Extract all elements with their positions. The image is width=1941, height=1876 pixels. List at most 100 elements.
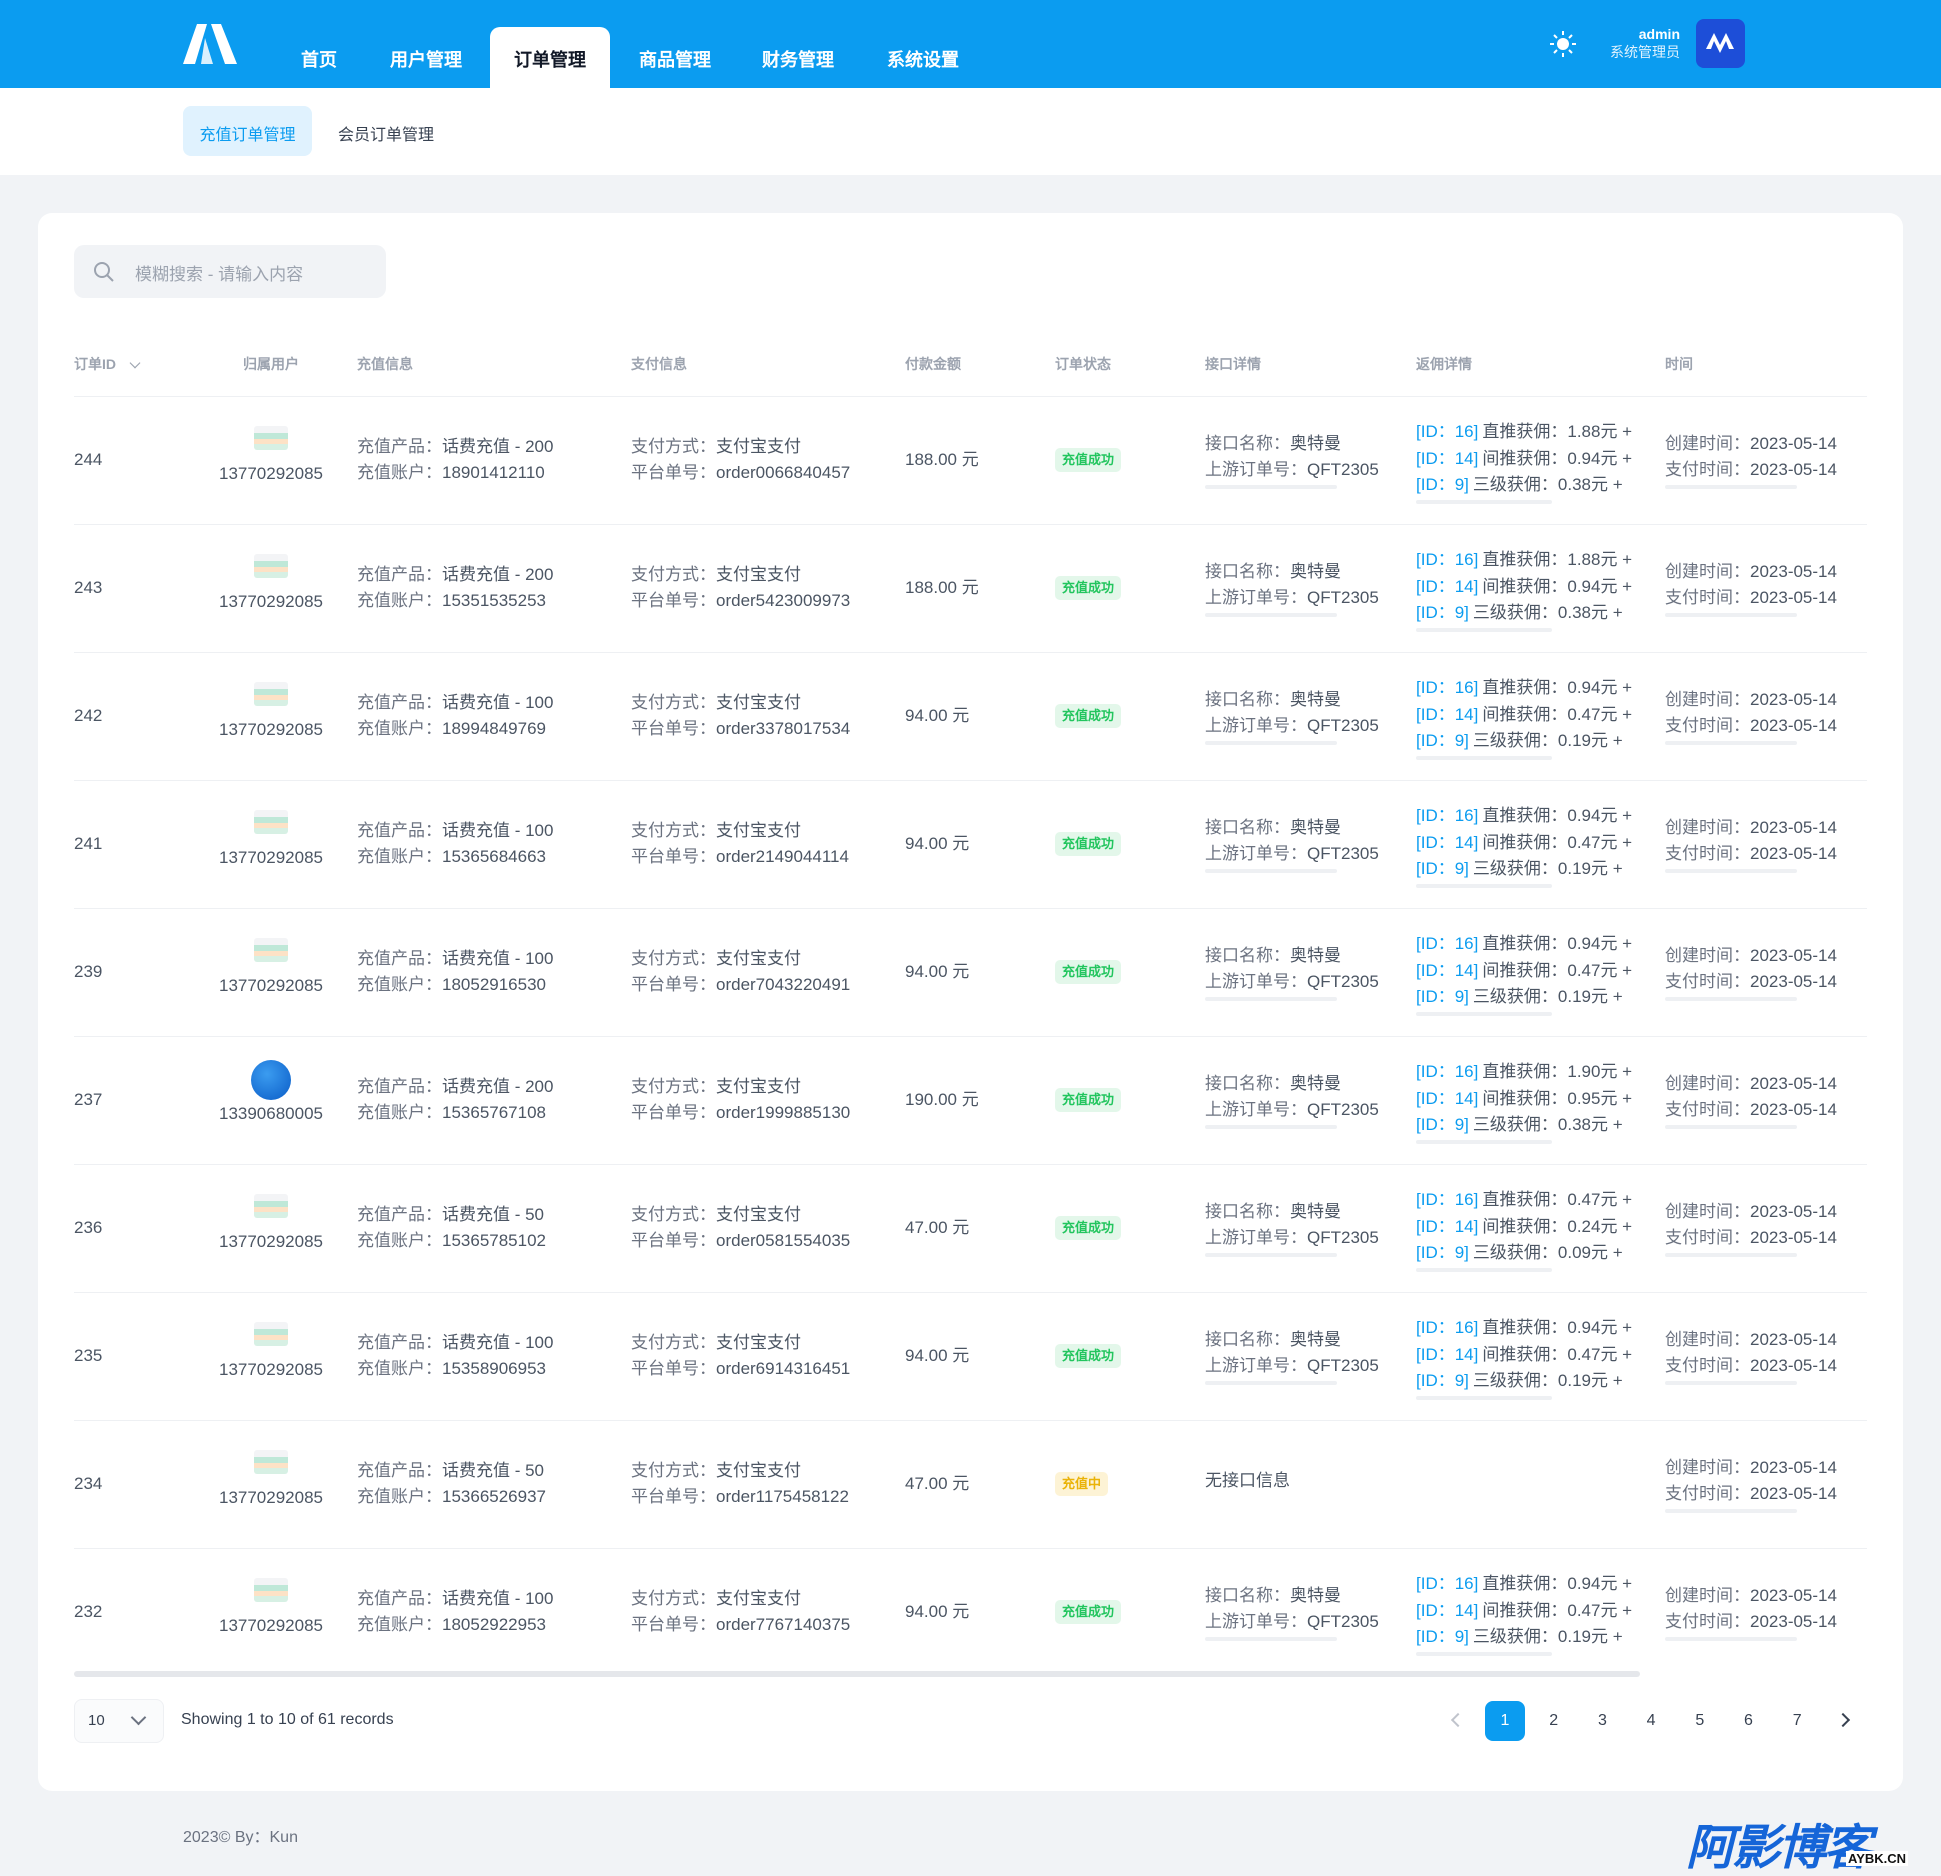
rebate-scroll (1416, 1396, 1552, 1400)
rebate-id: [ID：16] (1416, 550, 1479, 569)
status-badge: 充值成功 (1055, 1088, 1122, 1112)
user-phone: 13770292085 (218, 1616, 323, 1635)
page-button[interactable]: 5 (1695, 1712, 1705, 1729)
field-label: 接口名称： (1205, 434, 1290, 453)
user-icon (254, 1322, 288, 1346)
rebate-line: [ID：16] 直推获佣：0.94元 + (1416, 677, 1642, 699)
nav-item[interactable]: 首页 (301, 50, 337, 70)
field-value: order0066840457 (716, 463, 851, 482)
field-value: 2023-05-14 (1750, 434, 1837, 453)
field-label: 充值产品： (357, 1333, 442, 1352)
field-value: QFT2305 (1307, 1612, 1379, 1631)
page-button[interactable]: 7 (1792, 1712, 1802, 1729)
row-divider (74, 1292, 1867, 1293)
field-label: 上游订单号： (1205, 460, 1307, 479)
rebate-id: [ID：14] (1416, 960, 1479, 980)
field-label: 支付方式： (631, 693, 716, 712)
theme-toggle[interactable] (1550, 31, 1576, 57)
field-label: 接口名称： (1205, 1330, 1290, 1349)
page-button[interactable]: 3 (1597, 1712, 1607, 1729)
field-label: 支付方式： (631, 1205, 716, 1224)
field-label: 接口名称： (1205, 562, 1290, 581)
field-value: 支付宝支付 (716, 1461, 801, 1480)
nav-item[interactable]: 订单管理 (514, 50, 586, 70)
field-value: 2023-05-14 (1750, 716, 1837, 735)
row-divider (74, 524, 1867, 525)
field-label: 充值产品： (357, 821, 442, 840)
column-header: 订单状态 (1055, 356, 1111, 372)
field-value: order0581554035 (716, 1231, 851, 1250)
column-header: 时间 (1665, 356, 1693, 372)
nav-tab-active[interactable] (490, 27, 610, 88)
api-name: 接口名称：奥特曼 (1205, 561, 1393, 583)
footer: 2023© By：Kun (183, 1829, 298, 1846)
paid-time: 支付时间：2023-05-14 (1665, 715, 1837, 737)
nav-item[interactable]: 商品管理 (639, 50, 711, 70)
page-size-select[interactable]: 10 (74, 1699, 164, 1743)
rebate-id: [ID：9] (1416, 603, 1469, 622)
field-label: 接口名称： (1205, 690, 1290, 709)
created-time: 创建时间：2023-05-14 (1665, 1329, 1837, 1351)
field-label: 充值账户： (357, 463, 442, 482)
field-label: 创建时间： (1665, 818, 1750, 837)
page-button[interactable]: 1 (1485, 1701, 1525, 1741)
rebate-text: 间推获佣：0.94元 + (1482, 576, 1633, 596)
time-scroll (1665, 1637, 1797, 1641)
subnav-active[interactable] (183, 106, 312, 156)
rebate-line: [ID：9] 三级获佣：0.19元 + (1416, 858, 1642, 880)
column-header[interactable]: 订单ID (74, 356, 116, 372)
field-value: 18052916530 (442, 975, 547, 994)
field-value: 支付宝支付 (716, 1589, 801, 1608)
created-time: 创建时间：2023-05-14 (1665, 817, 1837, 839)
field-label: 支付时间： (1665, 844, 1750, 863)
subnav-item[interactable]: 会员订单管理 (337, 127, 434, 144)
upstream-no: 上游订单号：QFT2305 (1205, 843, 1393, 865)
rebate-text: 三级获佣：0.38元 + (1472, 603, 1623, 622)
nav-item[interactable]: 财务管理 (762, 50, 834, 70)
order-no: 平台单号：order1175458122 (631, 1486, 849, 1508)
pay-method: 支付方式：支付宝支付 (631, 564, 801, 586)
field-label: 创建时间： (1665, 434, 1750, 453)
order-id: 232 (74, 1602, 103, 1621)
field-value: QFT2305 (1307, 844, 1379, 863)
scrollbar[interactable] (74, 1671, 1640, 1677)
avatar[interactable] (1696, 19, 1745, 68)
nav-item[interactable]: 用户管理 (390, 50, 462, 70)
api-name: 接口名称：奥特曼 (1205, 945, 1393, 967)
page-button[interactable]: 4 (1646, 1712, 1656, 1729)
user-icon (254, 1450, 288, 1474)
rebate-line: [ID：9] 三级获佣：0.38元 + (1416, 1114, 1642, 1136)
rebate-text: 三级获佣：0.19元 + (1472, 859, 1623, 878)
field-label: 平台单号： (631, 463, 716, 482)
subnav-item[interactable]: 充值订单管理 (199, 127, 296, 144)
nav-item[interactable]: 系统设置 (887, 50, 959, 70)
user-role: 系统管理员 (1610, 44, 1680, 60)
header-divider (74, 396, 1867, 397)
field-value: order7043220491 (716, 975, 851, 994)
user-phone: 13770292085 (218, 1360, 323, 1379)
field-value: 15366526937 (442, 1487, 547, 1506)
search-box[interactable]: 模糊搜索 - 请输入内容 (74, 245, 386, 298)
field-label: 支付方式： (631, 1077, 716, 1096)
recharge-account: 充值账户：18052922953 (357, 1614, 546, 1636)
rebate-line: [ID：9] 三级获佣：0.38元 + (1416, 602, 1642, 624)
field-value: 2023-05-14 (1750, 1202, 1837, 1221)
page-button[interactable]: 6 (1744, 1712, 1753, 1729)
rebate-text: 三级获佣：0.19元 + (1472, 731, 1623, 750)
rebate-text: 三级获佣：0.19元 + (1472, 987, 1623, 1006)
user-icon (254, 682, 288, 706)
recharge-product: 充值产品：话费充值 - 100 (357, 1332, 553, 1354)
field-label: 平台单号： (631, 1359, 716, 1378)
field-value: QFT2305 (1307, 460, 1379, 479)
rebate-id: [ID：9] (1416, 1115, 1469, 1134)
user-phone: 13770292085 (218, 976, 323, 995)
field-label: 支付方式： (631, 1461, 716, 1480)
field-value: 2023-05-14 (1750, 1330, 1837, 1349)
user-phone: 13770292085 (218, 848, 323, 867)
field-label: 充值产品： (357, 1077, 442, 1096)
user-phone: 13390680005 (218, 1104, 323, 1123)
field-label: 接口名称： (1205, 1202, 1290, 1221)
page-button[interactable]: 2 (1549, 1712, 1559, 1729)
field-value: 2023-05-14 (1750, 818, 1837, 837)
pay-method: 支付方式：支付宝支付 (631, 1588, 801, 1610)
